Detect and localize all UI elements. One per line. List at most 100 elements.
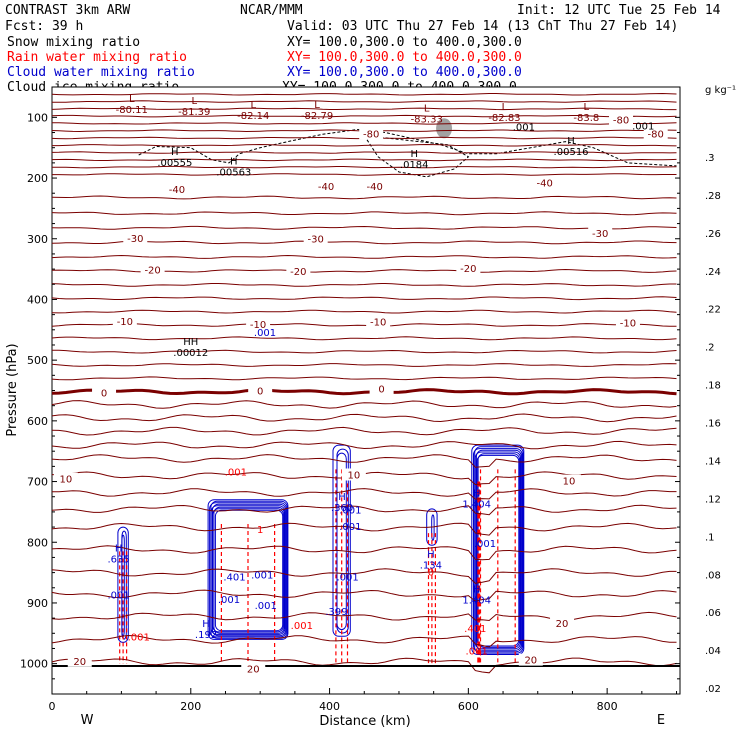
extremum-symbol: L xyxy=(314,100,320,111)
extremum-symbol: L xyxy=(250,100,256,111)
y-tick-label: 900 xyxy=(27,597,48,610)
forecast-hour: Fcst: 39 h xyxy=(5,19,83,34)
extremum-value: .00563 xyxy=(216,168,251,179)
contour-value-label: .001 xyxy=(128,633,150,644)
contour-value-label: .399 xyxy=(325,607,347,618)
isotherm-line xyxy=(51,240,677,245)
contour-value-label: .001 xyxy=(107,591,129,602)
colorbar-label: .26 xyxy=(705,229,721,240)
isotherm-line xyxy=(51,488,677,500)
contour-value-label: .401 xyxy=(223,572,245,583)
isotherm-label: 0 xyxy=(378,384,384,395)
isotherm-label-bg xyxy=(303,232,328,245)
extremum-value: 1.404 xyxy=(462,500,491,511)
extremum-symbol: H xyxy=(410,149,418,160)
isotherm-line xyxy=(51,400,677,409)
cloud-water-contour xyxy=(332,444,351,637)
isotherm-line xyxy=(51,634,677,648)
y-tick-label: 700 xyxy=(27,476,48,489)
isotherm-line xyxy=(52,122,677,125)
x-tick-label: 600 xyxy=(458,700,479,713)
isotherm-label: -20 xyxy=(144,265,160,276)
isotherm-label-bg xyxy=(112,314,137,327)
contour-value-label: 0 xyxy=(428,568,434,579)
isotherm-label-bg xyxy=(140,263,165,276)
extremum-symbol: L xyxy=(129,94,135,105)
isotherm-label-bg xyxy=(92,386,117,399)
contour-value-label: .001 xyxy=(291,621,313,632)
colorbar-unit: g kg⁻¹ xyxy=(705,85,736,96)
isotherm-label-bg xyxy=(341,468,366,481)
isotherm-label-bg xyxy=(67,654,92,667)
colorbar-label: .08 xyxy=(705,570,721,581)
isotherm-line xyxy=(51,282,677,287)
extremum-symbol: H xyxy=(202,619,210,630)
isotherm-label: -40 xyxy=(367,182,383,193)
isotherm-label: -10 xyxy=(370,318,386,329)
y-axis-label: Pressure (hPa) xyxy=(5,343,20,436)
isotherm-label: 10 xyxy=(60,475,73,486)
isotherm-label: 0 xyxy=(101,389,107,400)
extremum-symbol: H xyxy=(115,543,123,554)
field-xy-cloud-water: XY= 100.0,300.0 to 400.0,300.0 xyxy=(287,65,522,80)
colorbar-label: .14 xyxy=(705,456,721,467)
isotherm-label-bg xyxy=(369,382,394,395)
extremum-value: .360 xyxy=(331,503,353,514)
extremum-symbol: H xyxy=(473,489,481,500)
isotherm-label-bg xyxy=(286,265,311,278)
isotherm-line xyxy=(51,254,677,259)
extremum-symbol: H xyxy=(567,136,575,147)
isotherm-label-bg xyxy=(643,127,668,140)
center-title: NCAR/MMM xyxy=(240,3,303,18)
isotherm-line xyxy=(51,107,677,111)
x-tick-label: 800 xyxy=(597,700,618,713)
isotherm-label: -30 xyxy=(127,234,143,245)
isotherm-line xyxy=(51,323,677,327)
isotherm-line xyxy=(52,173,677,176)
extremum-symbol: H xyxy=(338,492,346,503)
isotherm-line xyxy=(51,211,677,216)
isotherm-line xyxy=(51,296,677,301)
isotherm-line xyxy=(51,92,677,96)
isotherm-label-bg xyxy=(588,226,613,239)
isotherm-line xyxy=(51,440,677,450)
isotherm-label: -40 xyxy=(318,182,334,193)
colorbar-label: .22 xyxy=(705,305,721,316)
extremum-value: .134 xyxy=(420,560,442,571)
valid-time: Valid: 03 UTC Thu 27 Feb 14 (13 ChT Thu … xyxy=(287,19,678,34)
extremum-symbol: H xyxy=(230,157,238,168)
isotherm-line xyxy=(52,143,677,147)
contour-value-label: .001 xyxy=(218,595,240,606)
isotherm-label: -80 xyxy=(363,129,379,140)
snow-contour xyxy=(138,128,677,167)
colorbar: .3 .28 .26 .24 .22 .2 .18 .16 .14 .12 .1 .08 .06 .04.… xyxy=(705,153,721,695)
isotherm-label: 20 xyxy=(73,657,86,668)
contour-value-label: .401 xyxy=(464,624,486,635)
extremum-value: -83.33 xyxy=(411,114,443,125)
isotherm-label: -10 xyxy=(250,320,266,331)
isotherm-label: -10 xyxy=(117,317,133,328)
extremum-symbol: L xyxy=(502,102,508,113)
init-time: Init: 12 UTC Tue 25 Feb 14 xyxy=(517,3,721,18)
isotherm-label-bg xyxy=(241,662,266,675)
contour-value-label: .001 xyxy=(632,121,654,132)
isotherm-line xyxy=(51,114,677,118)
isotherm-label: -10 xyxy=(620,319,636,330)
isotherm-line xyxy=(52,349,677,354)
isotherm-line xyxy=(51,589,677,602)
isotherm-label-bg xyxy=(123,231,148,244)
isotherm-line xyxy=(51,376,677,381)
isotherm-line xyxy=(51,336,677,341)
cloud-water-contours xyxy=(117,444,525,655)
cloud-water-contour xyxy=(117,526,129,643)
contour-value-label: .001 xyxy=(466,647,488,658)
colorbar-label: .18 xyxy=(705,381,721,392)
extremum-symbol: L xyxy=(424,103,430,114)
isotherm-line xyxy=(51,413,677,423)
extremum-symbol: L xyxy=(584,102,590,113)
y-tick-label: 400 xyxy=(27,293,48,306)
contour-value-label: .001 xyxy=(254,328,276,339)
extremum-symbol: L xyxy=(191,96,197,107)
isotherm-line xyxy=(51,158,677,162)
isotherm-label: -20 xyxy=(290,267,306,278)
